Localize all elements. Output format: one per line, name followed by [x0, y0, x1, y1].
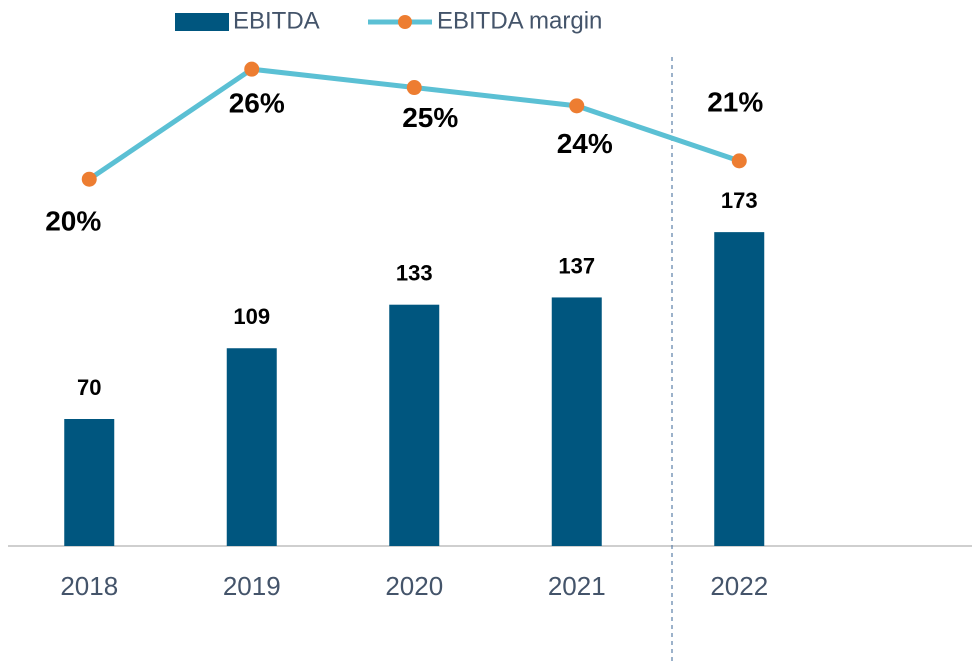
- line-label: 24%: [557, 128, 613, 159]
- legend-label: EBITDA: [233, 7, 320, 34]
- x-tick-label: 2022: [710, 571, 768, 601]
- line-marker: [406, 80, 422, 96]
- x-tick-label: 2018: [60, 571, 118, 601]
- legend-label: EBITDA margin: [437, 7, 602, 34]
- bar: [64, 419, 115, 546]
- legend-swatch: [175, 13, 229, 31]
- line-marker: [244, 61, 260, 77]
- bar-label: 109: [233, 304, 270, 329]
- line-marker: [81, 171, 97, 187]
- legend-marker: [398, 15, 412, 29]
- line-label: 21%: [707, 86, 763, 117]
- bar-label: 70: [77, 375, 101, 400]
- line-marker: [731, 153, 747, 169]
- bar-label: 173: [721, 188, 758, 213]
- bar-label: 137: [558, 253, 595, 278]
- legend: EBITDA EBITDA margin: [175, 7, 602, 34]
- line-label: 25%: [402, 102, 458, 133]
- line-label: 20%: [45, 206, 101, 237]
- x-tick-label: 2021: [548, 571, 606, 601]
- x-tick-label: 2019: [223, 571, 281, 601]
- bar: [389, 304, 440, 546]
- x-tick-label: 2020: [385, 571, 443, 601]
- bar-label: 133: [396, 261, 433, 286]
- bar: [714, 232, 765, 546]
- line-marker: [569, 98, 585, 114]
- bar: [226, 348, 277, 546]
- line-label: 26%: [229, 88, 285, 119]
- bar: [551, 297, 602, 546]
